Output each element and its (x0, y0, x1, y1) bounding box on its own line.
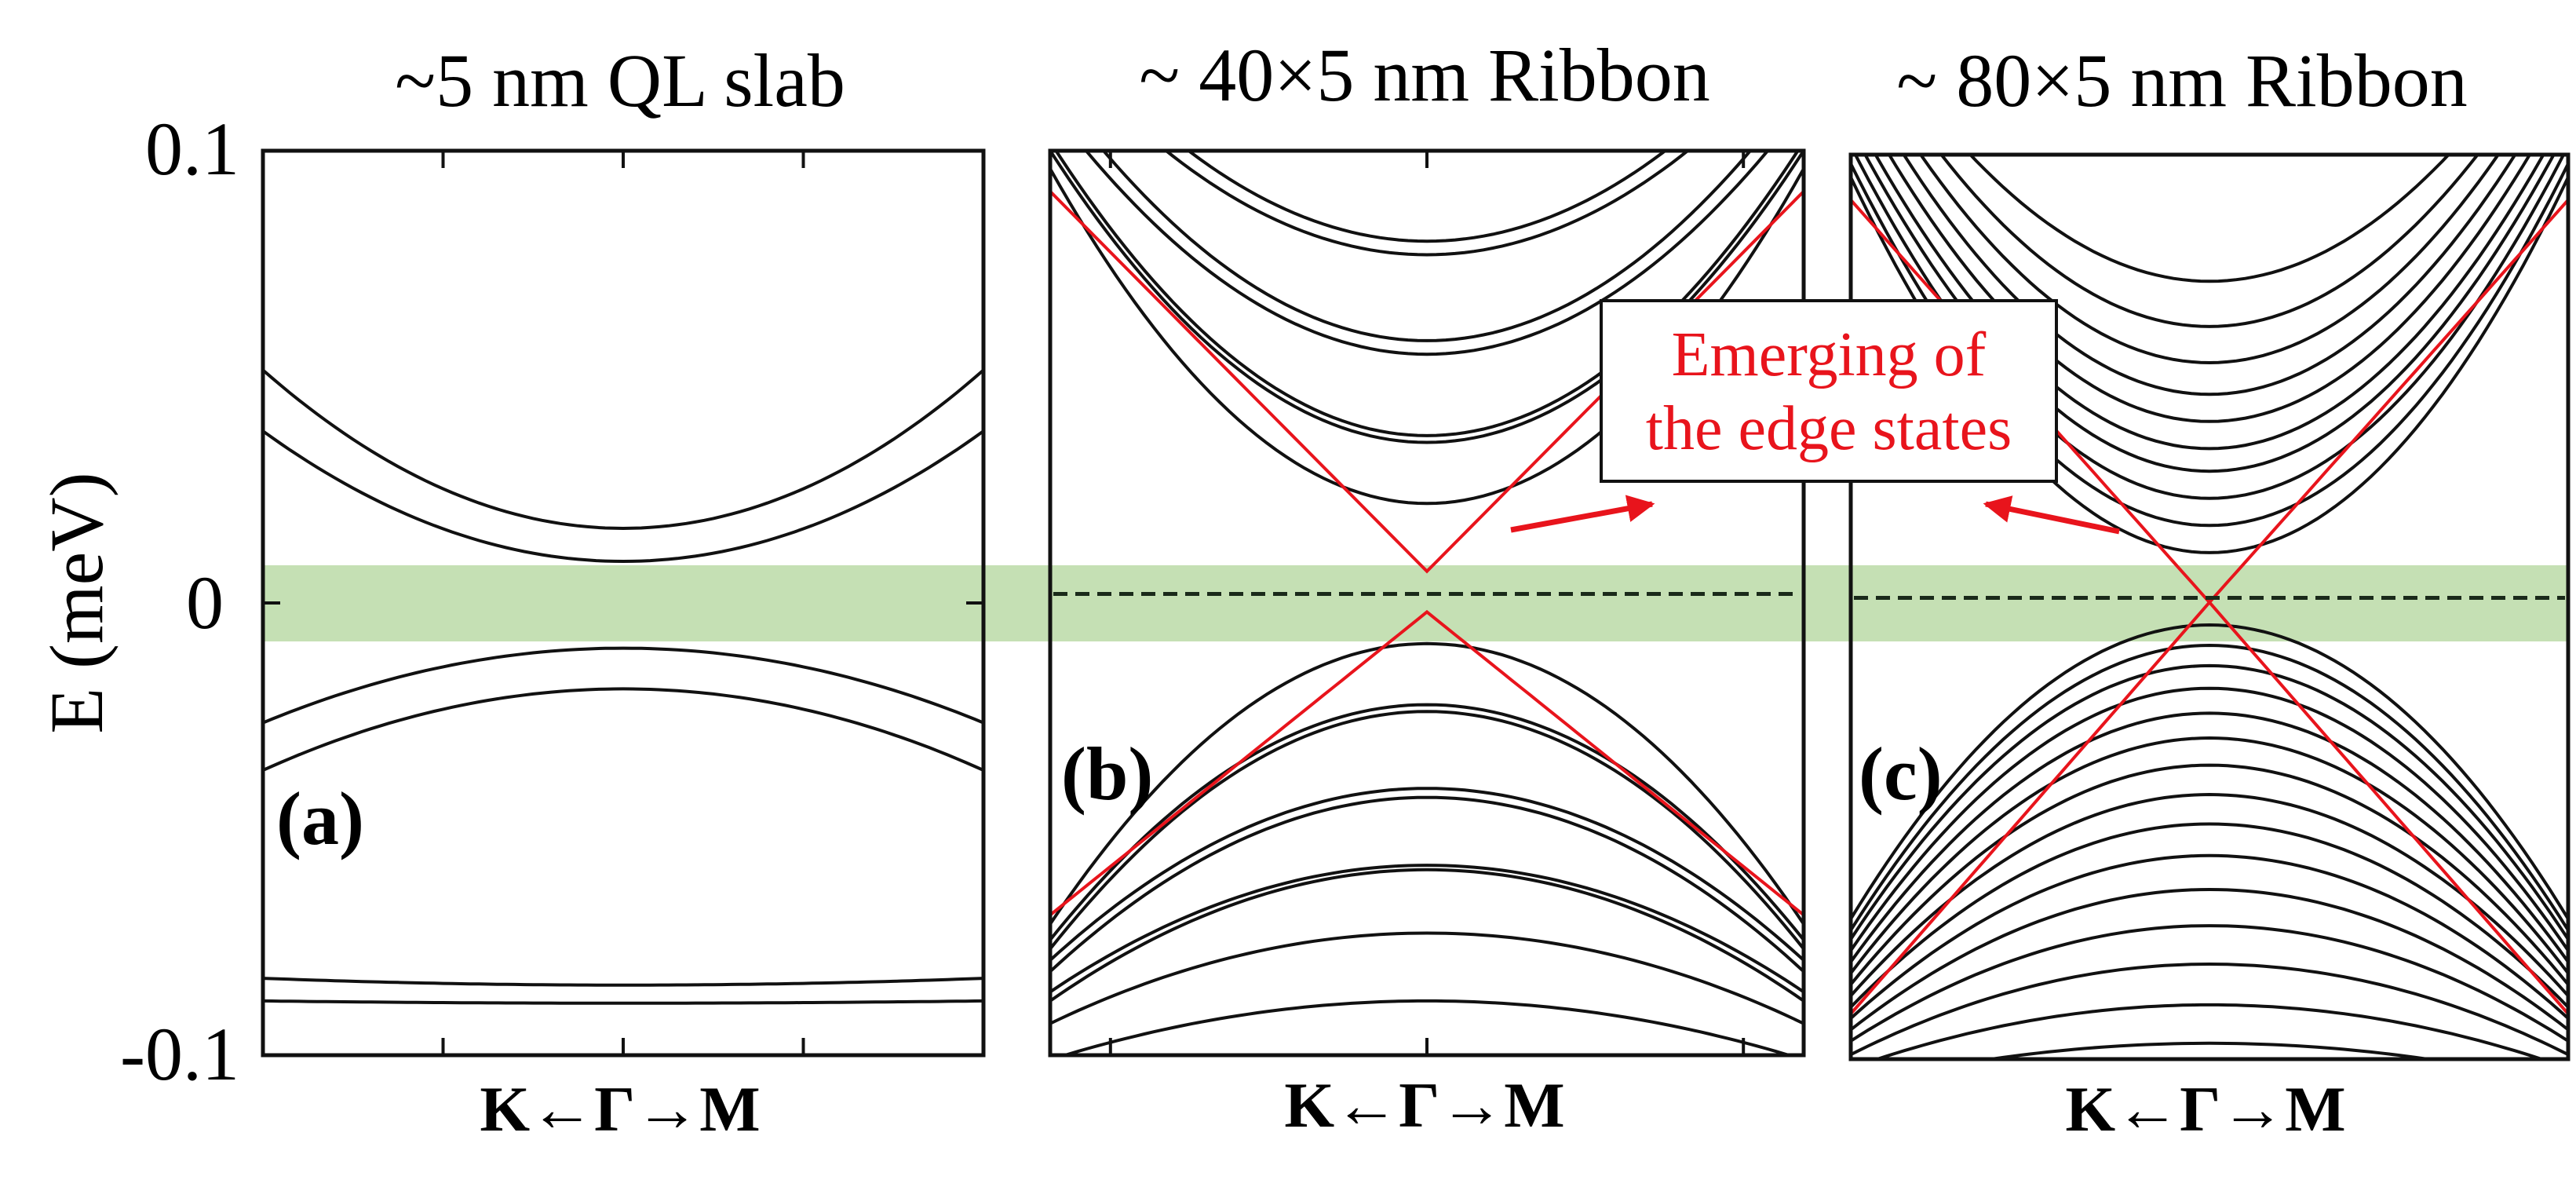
m-point-label: M (2285, 1073, 2345, 1145)
panel-b-band-9 (1050, 703, 1804, 941)
panel-c-band-19 (1851, 822, 2568, 1009)
panel-a-band-6 (263, 999, 983, 1005)
panel-c-band-6 (1874, 155, 2545, 451)
panel-c-band-5 (1887, 155, 2532, 423)
panel-b-tick-marks (1108, 151, 1746, 1055)
y-tick-label-top: 0.1 (145, 107, 239, 191)
panel-c-x-axis-label: K←Γ→M (2065, 1073, 2345, 1145)
panel-c-band-23 (1851, 962, 2568, 1056)
panel-a-band-1 (263, 368, 983, 531)
panel-c-band-18 (1851, 792, 2568, 997)
panel-c-band-11 (1851, 623, 2568, 920)
left-arrow-glyph: ← (2115, 1073, 2180, 1145)
annotation-line-1: Emerging of (1672, 320, 1987, 389)
panel-c-band-13 (1851, 663, 2568, 941)
left-arrow-glyph: ← (530, 1073, 594, 1145)
panel-c-band-2 (1939, 155, 2480, 328)
panel-a-band-lines (263, 368, 983, 1005)
panel-c-band-16 (1851, 736, 2568, 974)
panel-a-band-4 (263, 687, 983, 772)
edge-states-annotation: Emerging of the edge states (1510, 299, 2120, 535)
right-arrow-glyph: → (2220, 1073, 2285, 1145)
panel-c: ~ 80×5 nm Ribbon (c) K←Γ→M (1848, 38, 2571, 1145)
y-tick-label-zero: 0 (186, 561, 224, 645)
panel-c-band-22 (1851, 924, 2568, 1043)
y-tick-label-bottom: -0.1 (120, 1012, 239, 1096)
panel-c-title: ~ 80×5 nm Ribbon (1896, 38, 2467, 122)
panel-a-band-5 (263, 977, 983, 987)
y-axis-label: E (meV) (35, 472, 119, 733)
panel-c-label: (c) (1859, 732, 1943, 816)
panel-b-band-11 (1050, 787, 1804, 962)
panel-b-band-8 (1050, 641, 1804, 926)
panel-c-band-14 (1851, 686, 2568, 952)
panel-c-band-24 (1872, 1003, 2547, 1059)
panel-c-edge-state-2 (1851, 600, 2568, 1015)
panel-b-band-10 (1050, 710, 1804, 950)
panel-c-band-17 (1851, 763, 2568, 986)
annotation-box (1600, 299, 2058, 483)
panel-b-band-3 (1101, 151, 1753, 342)
panel-c-frame (1848, 152, 2571, 1061)
left-arrow-glyph: ← (1334, 1069, 1399, 1141)
m-point-label: M (699, 1073, 760, 1145)
panel-b-x-axis-label: K←Γ→M (1284, 1069, 1564, 1141)
panel-a-title: ~5 nm QL slab (395, 38, 845, 122)
gamma-point-label: Γ (594, 1073, 635, 1145)
panel-b-band-lines (1050, 151, 1804, 1055)
annotation-arrow-left (1983, 495, 2120, 535)
panel-b: ~ 40×5 nm Ribbon (b) K←Γ→M (1048, 33, 1806, 1141)
panel-b-band-13 (1050, 864, 1804, 994)
panel-b-frame (1048, 148, 1806, 1058)
panel-b-band-2 (1163, 151, 1691, 257)
fermi-level-highlight-band (263, 565, 2568, 641)
panel-a-band-3 (263, 646, 983, 725)
panel-c-band-15 (1851, 711, 2568, 963)
panel-b-band-15 (1050, 931, 1804, 1025)
panel-c-band-1 (1968, 155, 2451, 283)
panel-c-band-25 (1981, 1041, 2438, 1059)
panel-c-band-21 (1851, 887, 2568, 1032)
panel-c-band-3 (1918, 155, 2501, 365)
panel-a-frame (261, 148, 986, 1058)
panel-a-x-axis-label: K←Γ→M (480, 1073, 760, 1145)
right-arrow-glyph: → (635, 1073, 699, 1145)
k-point-label: K (2065, 1073, 2115, 1145)
panel-c-band-4 (1902, 155, 2517, 396)
panel-a-label: (a) (276, 776, 364, 860)
panel-b-band-1 (1186, 151, 1668, 243)
m-point-label: M (1504, 1069, 1564, 1141)
panel-a-band-2 (263, 429, 983, 564)
gamma-point-label: Γ (2180, 1073, 2220, 1145)
panel-a: ~5 nm QL slab (a) K←Γ→M (261, 38, 986, 1145)
k-point-label: K (1284, 1069, 1334, 1141)
annotation-arrow-right (1510, 495, 1655, 533)
panel-c-band-20 (1851, 853, 2568, 1020)
panel-b-edge-state-2 (1050, 609, 1804, 916)
panel-b-band-12 (1050, 795, 1804, 973)
panel-b-label: (b) (1061, 732, 1153, 816)
panel-b-title: ~ 40×5 nm Ribbon (1139, 33, 1709, 117)
panel-b-band-4 (1084, 151, 1770, 356)
gamma-point-label: Γ (1399, 1069, 1439, 1141)
right-arrow-glyph: → (1439, 1069, 1504, 1141)
panel-c-band-12 (1851, 643, 2568, 931)
panel-b-band-14 (1050, 868, 1804, 1003)
annotation-line-2: the edge states (1646, 394, 2012, 463)
k-point-label: K (480, 1073, 530, 1145)
panel-c-band-lines (1851, 155, 2568, 1059)
panel-b-band-16 (1060, 999, 1794, 1055)
